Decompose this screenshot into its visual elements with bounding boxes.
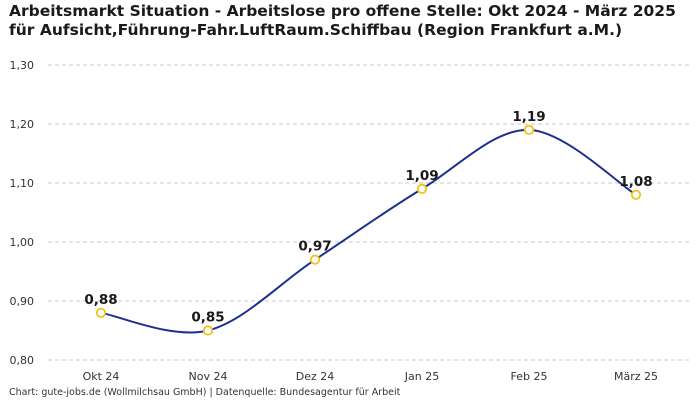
chart-title: Arbeitsmarkt Situation - Arbeitslose pro… — [9, 2, 676, 39]
data-labels: 0,88 0,85 0,97 1,09 1,19 1,08 — [84, 109, 652, 326]
data-point[interactable] — [630, 189, 642, 200]
x-tick-label: März 25 — [614, 370, 658, 383]
y-tick-label: 0,80 — [10, 354, 35, 367]
y-axis-ticks: 0,80 0,90 1,00 1,10 1,20 1,30 — [10, 59, 35, 367]
y-tick-label: 1,20 — [10, 118, 35, 131]
series-line-group — [100, 128, 637, 334]
x-tick-label: Feb 25 — [511, 370, 548, 383]
data-point[interactable] — [202, 325, 214, 336]
y-tick-label: 1,10 — [10, 177, 35, 190]
data-label: 1,09 — [405, 168, 438, 184]
data-label: 1,19 — [512, 109, 545, 125]
data-point[interactable] — [523, 124, 535, 135]
data-point[interactable] — [416, 183, 428, 194]
data-label: 0,85 — [191, 310, 224, 326]
y-tick-label: 1,00 — [10, 236, 35, 249]
data-markers — [95, 124, 642, 336]
source-note: Chart: gute-jobs.de (Wollmilchsau GmbH) … — [9, 387, 401, 398]
series-line — [100, 128, 637, 334]
grid-lines — [48, 64, 690, 361]
x-tick-label: Okt 24 — [83, 370, 120, 383]
y-tick-label: 0,90 — [10, 295, 35, 308]
data-label: 1,08 — [619, 174, 652, 190]
data-point[interactable] — [95, 307, 107, 318]
data-point[interactable] — [309, 254, 321, 265]
y-tick-label: 1,30 — [10, 59, 35, 72]
data-label: 0,88 — [84, 292, 117, 308]
x-tick-label: Dez 24 — [296, 370, 335, 383]
x-tick-label: Jan 25 — [404, 370, 439, 383]
x-axis-ticks: Okt 24 Nov 24 Dez 24 Jan 25 Feb 25 März 25 — [83, 370, 658, 383]
x-tick-label: Nov 24 — [189, 370, 228, 383]
data-label: 0,97 — [298, 239, 331, 255]
